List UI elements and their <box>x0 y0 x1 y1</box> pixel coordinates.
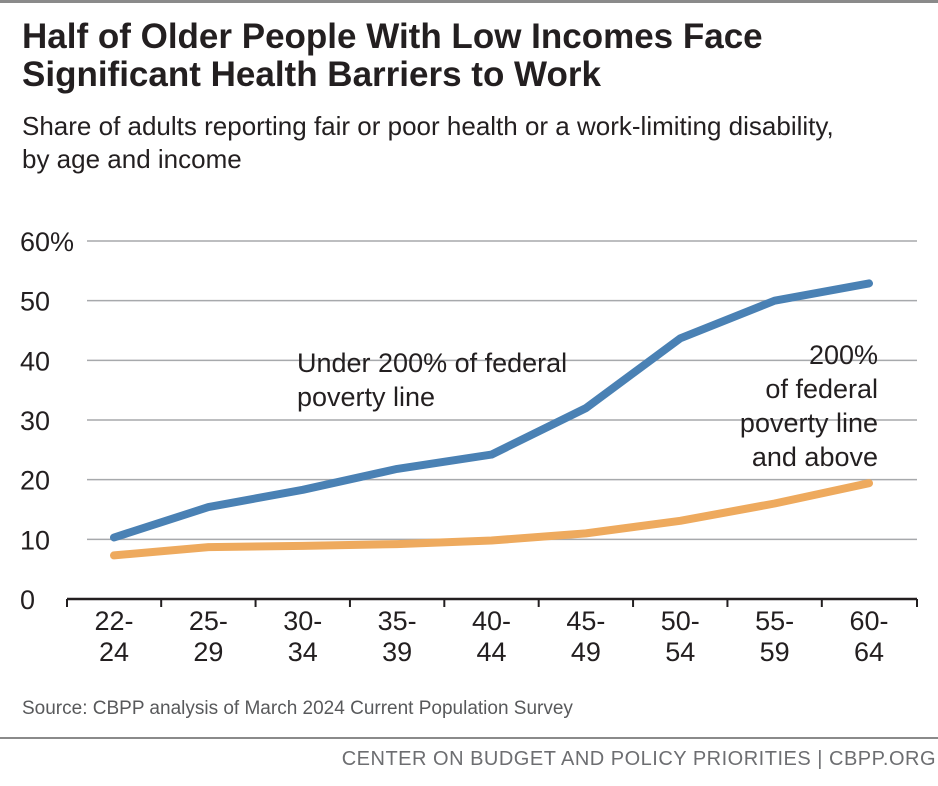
x-tick-label: 50-54 <box>661 606 700 667</box>
source-note: Source: CBPP analysis of March 2024 Curr… <box>22 698 573 719</box>
x-tick-label: 40-44 <box>472 606 511 667</box>
x-tick-label: 35-39 <box>378 606 417 667</box>
y-tick-label: 40 <box>20 346 50 376</box>
x-tick-label: 22-24 <box>94 606 133 667</box>
series-line-200-and-above <box>110 479 873 560</box>
series-label-200-and-above: 200% of federal poverty line and above <box>740 340 878 472</box>
chart-title-line-1: Half of Older People With Low Incomes Fa… <box>22 17 763 56</box>
footer-credit: CENTER ON BUDGET AND POLICY PRIORITIES |… <box>341 748 936 770</box>
chart-subtitle-line-1: Share of adults reporting fair or poor h… <box>22 111 834 141</box>
chart-subtitle: Share of adults reporting fair or poor h… <box>22 110 922 176</box>
x-tick-label: 60-64 <box>849 606 888 667</box>
y-tick-label: 10 <box>20 525 50 555</box>
y-tick-label: 60% <box>20 227 74 257</box>
x-tick-label: 55-59 <box>755 606 794 667</box>
y-tick-label: 0 <box>20 585 35 615</box>
series-label-under-200: Under 200% of federal poverty line <box>297 348 567 412</box>
x-axis: 22-24 25-29 30-34 35-39 40-44 45-49 50-54 55-59… <box>66 597 918 667</box>
chart-title-line-2: Significant Health Barriers to Work <box>22 55 601 94</box>
top-rule <box>0 0 938 3</box>
x-tick-label: 25-29 <box>189 606 228 667</box>
y-tick-label: 30 <box>20 406 50 436</box>
bottom-rule <box>0 737 938 739</box>
x-tick-label: 30-34 <box>283 606 322 667</box>
y-axis-tick-labels: 60% 50 40 30 20 10 0 <box>20 227 74 615</box>
gridlines <box>87 240 917 541</box>
x-tick-label: 45-49 <box>566 606 605 667</box>
chart-title: Half of Older People With Low Incomes Fa… <box>22 18 922 94</box>
series-lines <box>110 279 873 560</box>
y-tick-label: 50 <box>20 287 50 317</box>
chart-subtitle-line-2: by age and income <box>22 144 242 174</box>
y-tick-label: 20 <box>20 466 50 496</box>
series-labels: Under 200% of federal poverty line 200% of … <box>297 340 878 472</box>
